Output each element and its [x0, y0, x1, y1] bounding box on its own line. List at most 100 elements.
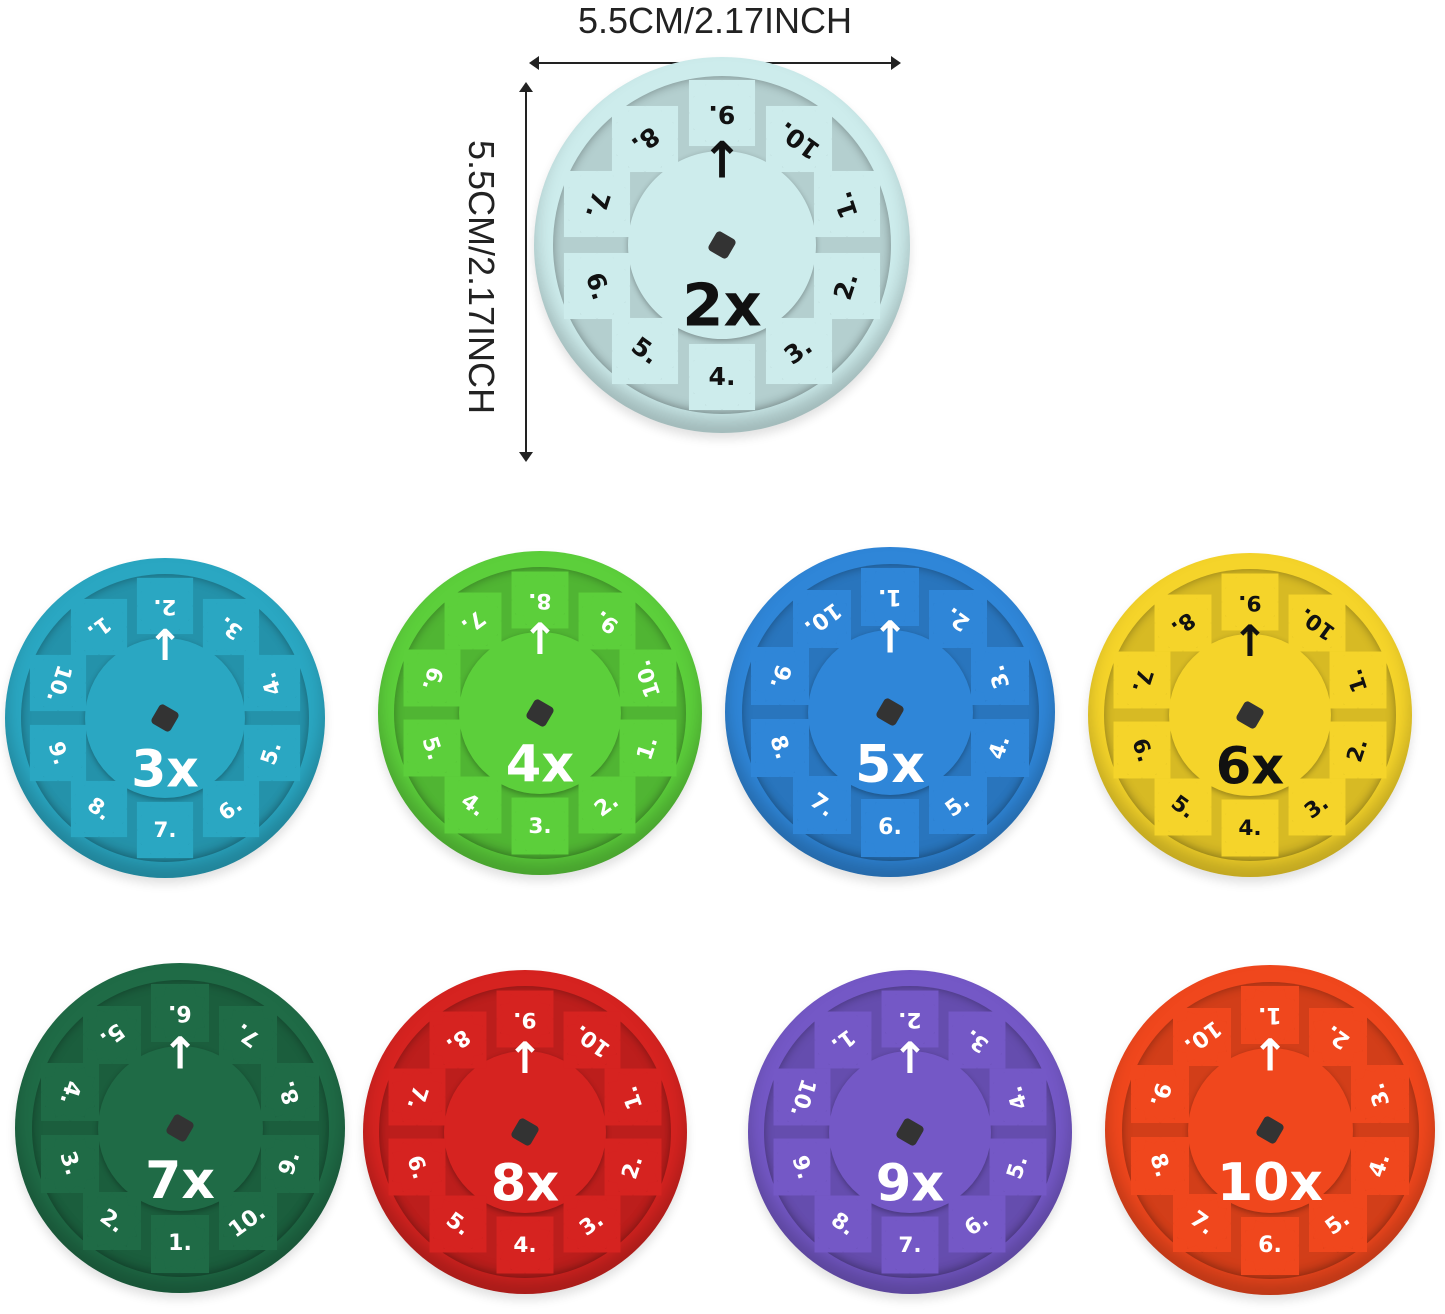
multiplier-label: 3x: [131, 739, 199, 799]
number-gear: 6.: [1241, 1216, 1299, 1275]
multiplier-label: 8x: [490, 1154, 560, 1214]
gear-number: 5.: [625, 332, 664, 371]
gear-number: 8.: [1144, 1150, 1176, 1181]
arrow-up-icon: ↑: [506, 1034, 544, 1085]
number-gear: 6.: [948, 1195, 1006, 1253]
number-gear: 9.: [496, 990, 554, 1048]
number-gear: 3.: [41, 1134, 100, 1193]
gear-number: 5.: [940, 788, 975, 823]
gear-number: 6.: [960, 1206, 994, 1241]
gear-number: 4.: [256, 668, 287, 699]
multiplication-spinner-6x: 9. 10. 1. 2. 3. 4. 5. 6. 7. 8. ↑ 6x: [1088, 553, 1412, 877]
gear-number: 2.: [95, 1204, 130, 1239]
number-gear: 10.: [773, 1068, 831, 1126]
gear-number: 5.: [1320, 1206, 1355, 1241]
gear-number: 8.: [82, 792, 116, 826]
gear-number: 9.: [274, 1148, 306, 1179]
gear-number: 8.: [1166, 606, 1200, 641]
gear-number: 2.: [153, 593, 177, 619]
multiplication-spinner-2x: 9. 10. 1. 2. 3. 4. 5. 6. 7. 8. ↑ 2x: [534, 57, 910, 433]
number-gear: 10.: [619, 649, 677, 707]
number-gear: 8.: [511, 571, 569, 629]
number-gear: 9.: [773, 1138, 831, 1196]
gear-number: 1.: [168, 1231, 192, 1256]
number-gear: 8.: [1154, 594, 1212, 652]
multiplier-label: 5x: [855, 734, 925, 795]
gear-number: 9.: [708, 99, 736, 128]
number-gear: 7.: [881, 1216, 939, 1274]
number-gear: 9.: [578, 592, 636, 650]
gear-number: 8.: [274, 1077, 306, 1108]
gear-number: 10.: [224, 1199, 271, 1244]
number-gear: 2.: [1329, 721, 1387, 779]
gear-number: 6.: [401, 1152, 433, 1182]
number-gear: 1.: [1241, 985, 1299, 1044]
gear-number: 2.: [590, 787, 624, 822]
number-gear: 8.: [814, 1195, 872, 1253]
gear-number: 3.: [214, 610, 248, 644]
number-gear: 4.: [41, 1063, 100, 1122]
multiplication-spinner-4x: 8. 9. 10. 1. 2. 3. 4. 5. 6. 7. ↑ 4x: [378, 551, 702, 875]
number-gear: 5.: [989, 1138, 1047, 1196]
arrow-up-icon: ↑: [161, 1028, 199, 1080]
number-gear: 1.: [604, 1068, 662, 1126]
gear-number: 2.: [898, 1006, 922, 1031]
gear-number: 1.: [1258, 1002, 1282, 1027]
number-gear: 9.: [1221, 573, 1279, 631]
number-gear: 4.: [444, 776, 502, 834]
number-gear: 10.: [1288, 594, 1346, 652]
number-gear: 4.: [989, 1068, 1047, 1126]
gear-number: 6.: [168, 1000, 192, 1025]
multiplication-spinner-9x: 2. 3. 4. 5. 6. 7. 8. 9. 10. 1. ↑ 9x: [748, 970, 1072, 1294]
gear-number: 7.: [230, 1017, 265, 1052]
multiplier-label: 9x: [875, 1154, 945, 1214]
gear-number: 4.: [984, 732, 1016, 763]
number-gear: 3.: [1350, 1065, 1409, 1124]
number-gear: 2.: [814, 252, 881, 319]
number-gear: 2.: [83, 1192, 142, 1251]
number-gear: 2.: [578, 776, 636, 834]
gear-number: 1.: [632, 733, 664, 763]
number-gear: 9.: [260, 1134, 319, 1193]
gear-number: 1.: [829, 187, 865, 222]
gear-number: 6.: [416, 663, 448, 693]
gear-number: 10.: [630, 655, 666, 700]
height-dimension-label: 5.5CM/2.17INCH: [461, 139, 502, 415]
gear-number: 1.: [878, 584, 902, 609]
arrow-up-icon: ↑: [1251, 1030, 1289, 1082]
number-gear: 6.: [151, 983, 209, 1042]
gear-number: 4.: [456, 787, 490, 822]
gear-number: 8.: [625, 119, 664, 158]
gear-number: 8.: [528, 587, 552, 612]
gear-number: 5.: [1166, 789, 1200, 824]
gear-number: 6.: [579, 268, 615, 303]
multiplier-label: 2x: [682, 270, 762, 340]
number-gear: 7.: [1173, 1194, 1232, 1253]
gear-number: 5.: [95, 1017, 130, 1052]
gear-number: 3.: [1364, 1079, 1396, 1110]
arrow-up-icon: ↑: [891, 1034, 929, 1085]
number-gear: 2.: [136, 577, 194, 635]
number-gear: 6.: [388, 1138, 446, 1196]
multiplier-label: 7x: [145, 1150, 215, 1211]
gear-number: 10.: [1293, 602, 1340, 645]
gear-number: 3.: [1300, 789, 1334, 824]
multiplication-spinner-3x: 2. 3. 4. 5. 6. 7. 8. 9. 10. 1. ↑ 3x: [5, 558, 325, 878]
gear-number: 2.: [940, 601, 975, 636]
number-gear: 9.: [1131, 1065, 1190, 1124]
multiplier-label: 10x: [1217, 1152, 1323, 1213]
gear-number: 8.: [441, 1023, 475, 1058]
number-gear: 1.: [861, 567, 919, 626]
number-gear: 5.: [1154, 778, 1212, 836]
gear-number: 5.: [416, 733, 448, 763]
gear-number: 2.: [617, 1152, 649, 1182]
gear-number: 7.: [1126, 665, 1158, 695]
gear-number: 10.: [1178, 1014, 1226, 1059]
gear-number: 6.: [214, 792, 248, 826]
gear-number: 4.: [708, 362, 736, 391]
number-gear: 6.: [403, 649, 461, 707]
gear-number: 3.: [780, 332, 819, 371]
number-gear: 9.: [688, 80, 756, 147]
number-gear: 1.: [151, 1214, 209, 1273]
gear-number: 3.: [984, 661, 1016, 692]
